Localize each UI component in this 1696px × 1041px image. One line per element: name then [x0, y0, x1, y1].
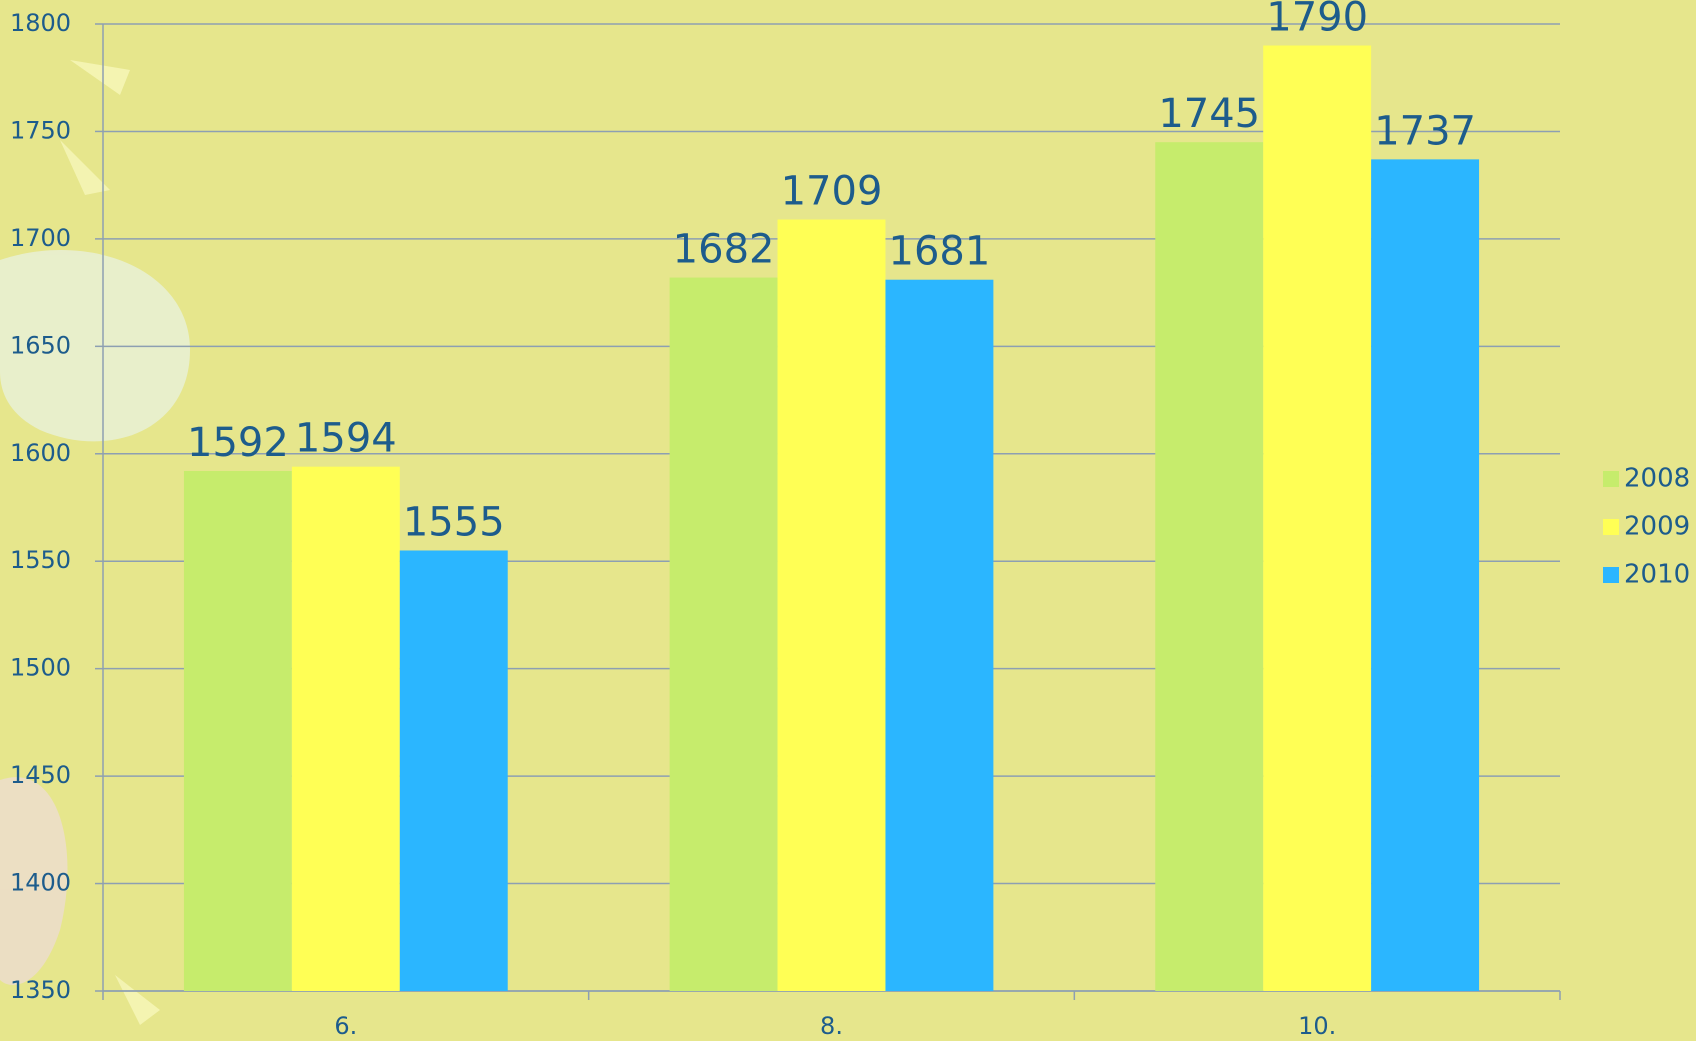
- bar: [1371, 159, 1479, 991]
- bar: [778, 220, 886, 991]
- value-label: 1594: [295, 416, 397, 462]
- bar: [1263, 45, 1371, 991]
- legend-label: 2009: [1624, 512, 1690, 542]
- bar: [670, 278, 778, 991]
- y-tick-label: 1400: [10, 869, 71, 897]
- value-label: 1737: [1374, 108, 1476, 154]
- value-label: 1790: [1266, 0, 1368, 40]
- y-tick-label: 1350: [10, 976, 71, 1004]
- y-tick-label: 1500: [10, 654, 71, 682]
- bar: [184, 471, 292, 991]
- value-label: 1592: [187, 420, 289, 466]
- bar: [292, 467, 400, 991]
- legend-swatch: [1603, 567, 1619, 583]
- y-tick-label: 1700: [10, 224, 71, 252]
- y-tick-label: 1650: [10, 331, 71, 359]
- legend-label: 2010: [1624, 560, 1690, 590]
- x-tick-label: 8.: [820, 1012, 843, 1040]
- chart: 1350 1400 1450 1500 1550 1600 1650 1700 1750 1800…: [0, 0, 1696, 1041]
- bar: [885, 280, 993, 991]
- y-tick-label: 1450: [10, 761, 71, 789]
- value-label: 1555: [403, 499, 505, 545]
- legend-swatch: [1603, 471, 1619, 487]
- y-tick-label: 1750: [10, 116, 71, 144]
- value-label: 1709: [781, 169, 883, 215]
- value-label: 1681: [889, 229, 991, 275]
- bar: [400, 550, 508, 991]
- y-tick-label: 1600: [10, 439, 71, 467]
- legend-label: 2008: [1624, 464, 1690, 494]
- value-label: 1682: [673, 227, 775, 273]
- y-tick-label: 1550: [10, 546, 71, 574]
- y-tick-label: 1800: [10, 9, 71, 37]
- value-label: 1745: [1158, 91, 1260, 137]
- x-tick-label: 6.: [334, 1012, 357, 1040]
- x-tick-label: 10.: [1298, 1012, 1336, 1040]
- bar: [1155, 142, 1263, 991]
- legend-swatch: [1603, 519, 1619, 535]
